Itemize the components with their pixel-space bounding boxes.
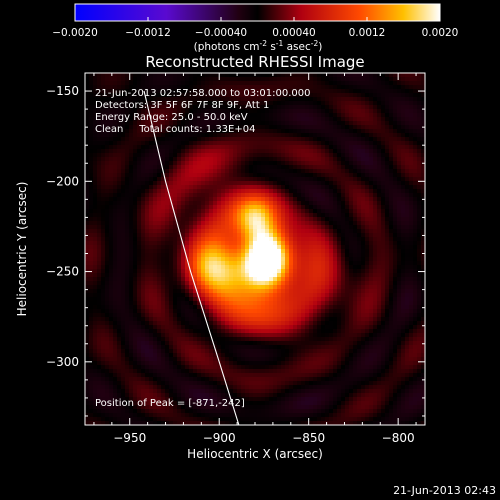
annotation-clean-counts: Clean Total counts: 1.33E+04: [95, 124, 255, 135]
y-tick-label: −250: [46, 265, 79, 279]
x-tick-label: −850: [292, 431, 325, 445]
x-tick-label: −950: [113, 431, 146, 445]
annotation-time-range: 21-Jun-2013 02:57:58.000 to 03:01:00.000: [95, 88, 311, 99]
colorbar-tick-label: −0.0020: [52, 27, 98, 39]
heatmap-image: [85, 73, 425, 425]
y-axis-label: Heliocentric Y (arcsec): [15, 182, 29, 317]
colorbar-tick-label: −0.00040: [195, 27, 247, 39]
y-tick-label: −300: [46, 355, 79, 369]
colorbar-tick-label: 0.0012: [349, 27, 386, 39]
colorbar-unit-label: (photons cm-2 s-1 asec-2): [194, 39, 323, 53]
colorbar-tick-label: −0.0012: [125, 27, 171, 39]
colorbar-tick-label: 0.0020: [422, 27, 459, 39]
x-tick-label: −900: [203, 431, 236, 445]
colorbar: −0.0020 −0.0012 −0.00040 0.00040 0.0012 0.002…: [52, 3, 458, 53]
colorbar-gradient: [74, 3, 441, 22]
plot-annotations: 21-Jun-2013 02:57:58.000 to 03:01:00.000…: [95, 88, 311, 409]
colorbar-ticks: −0.0020 −0.0012 −0.00040 0.00040 0.0012 0.002…: [52, 17, 458, 39]
annotation-energy-range: Energy Range: 25.0 - 50.0 keV: [95, 112, 248, 123]
annotation-detectors: Detectors: 3F 5F 6F 7F 8F 9F, Att 1: [95, 100, 269, 111]
colorbar-tick-label: 0.00040: [272, 27, 315, 39]
y-tick-label: −150: [46, 84, 79, 98]
x-axis-label: Heliocentric X (arcsec): [187, 447, 323, 461]
annotation-peak-position: Position of Peak = [-871,-242]: [95, 398, 245, 409]
solar-limb-curve: [143, 90, 240, 425]
x-tick-label: −800: [382, 431, 415, 445]
y-tick-label: −200: [46, 174, 79, 188]
plot-area: −950 −900 −850 −800 −150 −200 −250 −300: [46, 72, 426, 445]
axis-ticks: −950 −900 −850 −800 −150 −200 −250 −300: [46, 72, 425, 445]
chart-title: Reconstructed RHESSI Image: [145, 53, 364, 71]
footer-timestamp: 21-Jun-2013 02:43: [393, 484, 496, 497]
